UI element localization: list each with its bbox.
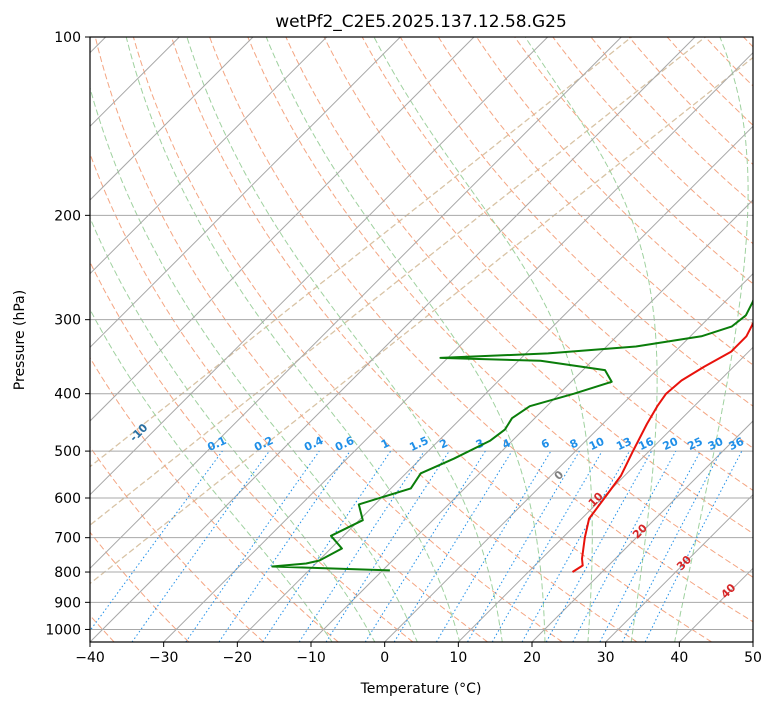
dry-adiabat-line xyxy=(247,37,753,578)
y-tick-label: 400 xyxy=(54,387,81,403)
dry-adiabat-line xyxy=(399,37,753,407)
mixing-ratio-label: 10 xyxy=(587,435,607,453)
isotherm-line xyxy=(457,346,753,642)
dry-adiabat-line xyxy=(285,37,753,535)
dry-adiabat-line xyxy=(90,531,190,642)
x-tick-label: 40 xyxy=(670,650,688,666)
temperature-profile-line xyxy=(571,321,753,573)
x-tick-label: −20 xyxy=(223,650,253,666)
isotherm-line xyxy=(163,51,753,642)
mixing-ratio-label: 13 xyxy=(614,435,633,453)
mixing-ratio-line xyxy=(325,450,450,642)
y-tick-label: 200 xyxy=(54,208,81,224)
moist-adiabat-line xyxy=(90,86,418,642)
mixing-ratio-line xyxy=(545,450,653,642)
dry-adiabat-line xyxy=(437,37,753,366)
moist-adiabat-line xyxy=(265,37,546,642)
mixing-ratio-label: 16 xyxy=(636,435,656,453)
isotherm-line xyxy=(90,37,549,496)
dry-adiabat-line xyxy=(94,37,563,642)
dry-adiabat-line xyxy=(90,356,339,642)
mixing-ratio-line xyxy=(298,450,425,642)
x-tick-label: 0 xyxy=(380,650,389,666)
moist-adiabat-line xyxy=(186,37,503,642)
isotherm-line xyxy=(90,37,401,349)
dewpoint-profile-line xyxy=(271,298,753,572)
y-tick-label: 100 xyxy=(54,30,81,46)
dry-adiabat-line xyxy=(209,37,753,623)
x-axis-title: Temperature (°C) xyxy=(360,681,482,697)
x-tick-label: 50 xyxy=(744,650,762,666)
mixing-ratio-line xyxy=(393,450,513,642)
moist-adiabat-line xyxy=(674,37,749,642)
y-tick-label: 1000 xyxy=(45,622,81,638)
isotherm-line xyxy=(90,37,696,642)
isohume-line xyxy=(90,56,753,585)
y-tick-label: 900 xyxy=(54,595,81,611)
x-tick-label: −30 xyxy=(149,650,179,666)
dry-adiabat-line xyxy=(132,37,638,642)
mixing-ratio-line xyxy=(218,450,351,642)
mixing-ratio-line xyxy=(572,450,677,642)
mixing-ratio-line xyxy=(521,450,630,642)
mixing-ratio-line xyxy=(644,450,743,642)
chart-title: wetPf2_C2E5.2025.137.12.58.G25 xyxy=(275,12,567,32)
isotherm-line xyxy=(90,37,475,422)
y-tick-label: 300 xyxy=(54,313,81,329)
moist-adiabat-line xyxy=(373,37,593,642)
moist-adiabat-line xyxy=(524,37,658,642)
x-tick-label: 30 xyxy=(597,650,615,666)
isotherm-line xyxy=(531,420,753,642)
moist-adiabat-line xyxy=(90,308,333,642)
y-axis-title: Pressure (hPa) xyxy=(12,290,28,390)
mixing-ratio-line xyxy=(262,450,392,642)
moist-adiabat-line xyxy=(125,37,461,642)
mixing-ratio-label: 20 xyxy=(661,435,681,453)
x-tick-label: −10 xyxy=(296,650,326,666)
isotherm-line xyxy=(236,125,753,642)
isotherm-line xyxy=(90,37,622,570)
x-tick-label: −40 xyxy=(75,650,105,666)
y-tick-label: 500 xyxy=(54,444,81,460)
dry-adiabat-line xyxy=(361,37,753,449)
mixing-ratio-line xyxy=(90,450,223,632)
isohume-line xyxy=(90,37,706,526)
isotherm-line xyxy=(310,199,753,642)
dry-adiabat-line xyxy=(90,446,264,642)
mixing-ratio-label: 36 xyxy=(727,435,747,453)
isotherm-line xyxy=(90,37,328,275)
y-tick-label: 600 xyxy=(54,491,81,507)
y-tick-label: 700 xyxy=(54,531,81,547)
mixing-ratio-label: 25 xyxy=(685,435,704,453)
x-tick-label: 20 xyxy=(523,650,541,666)
isotherm-line xyxy=(90,37,254,201)
dry-adiabat-line xyxy=(90,152,488,642)
mixing-ratio-label: 30 xyxy=(706,435,726,453)
x-tick-label: 10 xyxy=(449,650,467,666)
y-tick-label: 800 xyxy=(54,565,81,581)
mixing-ratio-line xyxy=(185,450,320,642)
mixing-ratio-line xyxy=(131,450,270,642)
dry-adiabat-line xyxy=(514,37,753,285)
isohume-line xyxy=(90,37,633,468)
plot-frame xyxy=(89,36,754,643)
isotherm-line xyxy=(605,493,753,642)
